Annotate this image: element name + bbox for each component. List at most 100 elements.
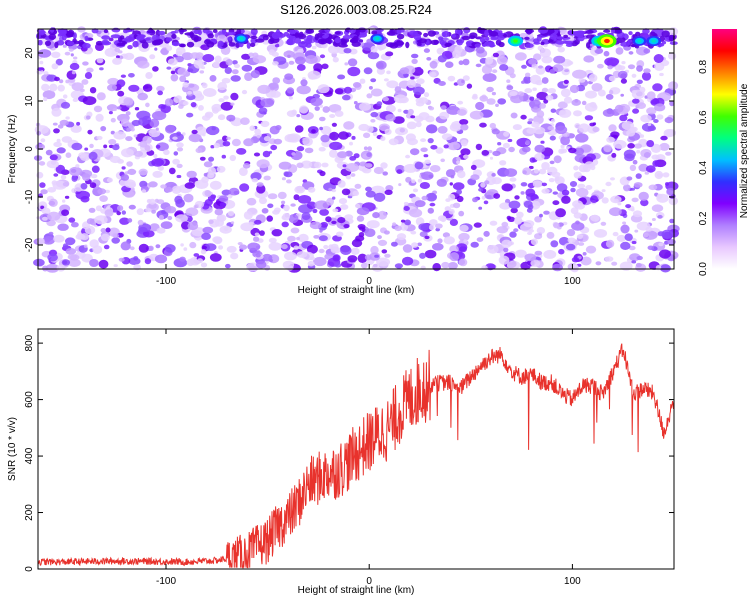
spectrogram-cell	[549, 160, 555, 165]
spectrogram-cell	[291, 152, 296, 156]
spectrogram-cell	[337, 180, 346, 188]
spectrogram-cell	[183, 247, 188, 251]
spectrogram-cell	[65, 116, 70, 120]
spectrogram-cell	[541, 182, 548, 187]
spectrogram-cell	[457, 170, 466, 179]
spectrogram-cell	[602, 109, 615, 117]
spectrogram-cell	[430, 145, 438, 150]
spectrogram-cell	[605, 181, 612, 187]
spectrogram-cell	[251, 178, 259, 183]
spectrogram-cell	[469, 110, 484, 120]
spectrogram-cell	[59, 119, 69, 126]
spectrogram-cell	[575, 220, 580, 225]
spectrogram-cell	[193, 29, 201, 34]
spectrogram-cell	[208, 219, 214, 224]
spectrogram-cell	[626, 129, 636, 137]
spectrogram-cell	[508, 200, 521, 209]
spectrogram-cell	[65, 152, 72, 158]
spectrogram-cell	[509, 231, 517, 238]
spectrogram-cell	[543, 249, 557, 259]
spectrogram-cell	[332, 56, 339, 63]
spectrogram-cell	[360, 262, 368, 269]
spectrogram-cell	[136, 208, 144, 216]
spectrogram-cell	[200, 262, 208, 268]
spectrogram-cell	[227, 194, 233, 199]
spectrogram-cell	[575, 30, 585, 38]
spectrogram-cell	[420, 147, 428, 153]
spectrogram-cell	[513, 228, 519, 233]
spectrogram-cell	[407, 108, 414, 115]
spectrogram-cell	[241, 89, 248, 95]
spectrogram-cell	[427, 207, 434, 214]
spectrogram-cell	[112, 57, 122, 65]
spectrogram-cell	[132, 40, 139, 48]
spectrogram-cell	[378, 46, 384, 51]
spectrogram-cell	[443, 144, 449, 149]
spectrogram-cell	[612, 231, 619, 237]
spectrogram-cell	[606, 136, 615, 143]
spectrogram-cell	[284, 73, 294, 80]
spectrogram-cell	[585, 34, 595, 39]
spectrogram-cell	[377, 235, 382, 240]
spectrogram-cell	[410, 76, 415, 80]
spectrogram-cell	[365, 190, 376, 198]
spectrogram-cell	[228, 42, 236, 47]
spectrogram-cell	[522, 170, 527, 175]
spectrogram-cell	[627, 143, 635, 149]
spectrogram-cell	[383, 78, 389, 82]
spectrogram-cell	[394, 86, 402, 93]
spectrogram-cell	[543, 210, 550, 215]
spectrogram-cell	[475, 143, 483, 151]
spectrogram-cell	[419, 231, 428, 238]
spectrogram-cell	[283, 50, 295, 58]
spectrogram-cell	[153, 39, 162, 46]
spectrogram-cell	[320, 38, 325, 45]
spectrogram-cell	[529, 99, 542, 110]
spectrogram-cell	[89, 182, 97, 189]
spectrogram-cell	[110, 117, 116, 123]
spectrogram-cell	[419, 182, 430, 189]
spectrogram-cell	[501, 221, 509, 228]
spectrogram-cell	[64, 51, 71, 56]
spectrogram-cell	[334, 37, 341, 44]
spectrogram-cell	[337, 151, 348, 159]
spectrogram-cell	[659, 142, 670, 151]
spectrogram-cell	[53, 234, 65, 243]
spectrogram-cell	[403, 109, 409, 114]
spectrogram-cell	[385, 51, 394, 57]
spectrogram-cell	[555, 208, 566, 218]
spectrogram-cell	[325, 38, 330, 44]
spectrogram-cell	[351, 135, 356, 140]
spectrogram-cell	[628, 31, 633, 36]
spectrogram-cell	[620, 41, 630, 47]
spectrogram-cell	[107, 84, 117, 92]
spectrogram-cell	[506, 85, 514, 91]
spectrogram-cells	[33, 25, 680, 273]
spectrogram-cell	[209, 180, 222, 190]
spectrogram-cell	[385, 104, 396, 113]
spectrogram-cell	[580, 256, 592, 266]
spectrogram-cell	[127, 45, 133, 50]
spectrogram-cell	[647, 245, 655, 251]
spectrogram-cell	[248, 221, 254, 226]
spectrogram-cell	[82, 61, 89, 66]
spectrogram-cell	[193, 59, 205, 69]
spectrogram-cell	[646, 140, 655, 148]
spectrogram-cell	[529, 96, 535, 101]
spectrogram-cell	[547, 88, 556, 94]
spectrogram-cell	[270, 90, 281, 98]
spectrogram-cell	[424, 249, 437, 259]
spectrogram-cell	[119, 217, 130, 225]
spectrogram-cell	[595, 261, 602, 266]
spectrogram-cell	[137, 92, 148, 101]
spectrogram-cell	[572, 69, 587, 79]
spectrogram-cell	[415, 121, 422, 128]
spectrogram-cell	[123, 52, 135, 61]
spectrogram-cell	[396, 233, 407, 241]
spectrogram-cell	[389, 29, 394, 34]
spectrogram-cell	[458, 210, 465, 217]
spectrogram-cell	[328, 244, 334, 249]
spectrogram-cell	[117, 90, 125, 97]
spectrogram-cell	[250, 35, 258, 40]
spectrogram-cell	[171, 185, 182, 194]
